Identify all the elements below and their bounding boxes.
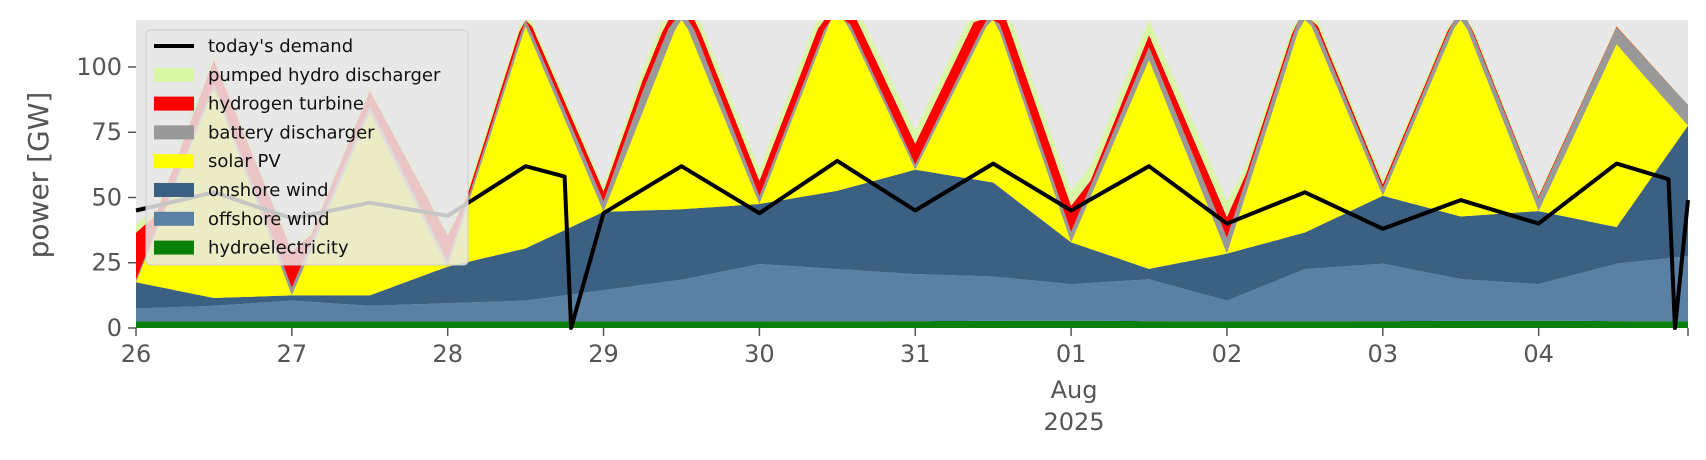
month-label: Aug <box>1051 376 1098 404</box>
legend-swatch <box>154 240 194 255</box>
legend: today's demand pumped hydro discharger hyd… <box>145 29 469 266</box>
x-tick-label: 29 <box>588 340 619 368</box>
y-tick-label: 75 <box>91 118 122 146</box>
legend-swatch <box>154 96 194 111</box>
y-tick-label: 50 <box>91 183 122 211</box>
area-offshore-wind <box>136 256 1688 322</box>
x-tick-label: 26 <box>121 340 152 368</box>
x-tick-label: 01 <box>1056 340 1087 368</box>
area-hydroelectricity <box>136 320 1688 328</box>
area-battery-discharger <box>136 20 1688 296</box>
year-label: 2025 <box>1043 408 1104 436</box>
area-onshore-wind <box>136 125 1688 309</box>
legend-label: onshore wind <box>208 180 329 201</box>
y-tick-label: 0 <box>107 314 122 342</box>
x-tick-label: 03 <box>1368 340 1399 368</box>
legend-label: today's demand <box>208 36 353 57</box>
legend-label: battery discharger <box>208 122 375 143</box>
legend-swatch <box>154 211 194 226</box>
legend-label: pumped hydro discharger <box>208 65 441 86</box>
area-hydrogen-turbine <box>136 20 1688 288</box>
legend-box <box>145 29 469 266</box>
x-tick-label: 04 <box>1523 340 1554 368</box>
x-tick-label: 02 <box>1212 340 1243 368</box>
area-pumped-hydro-discharger <box>136 20 1688 251</box>
legend-swatch <box>154 183 194 197</box>
y-axis-label: power [GW] <box>22 92 55 259</box>
legend-swatch <box>154 125 194 140</box>
x-tick-label: 30 <box>744 340 775 368</box>
legend-label: hydrogen turbine <box>208 94 364 115</box>
legend-label: offshore wind <box>208 209 330 230</box>
x-tick-label: 27 <box>277 340 308 368</box>
y-tick-label: 25 <box>91 249 122 277</box>
legend-label: solar PV <box>208 151 281 172</box>
x-tick-label: 28 <box>432 340 463 368</box>
legend-swatch <box>154 154 194 169</box>
area-solar-pv <box>136 20 1688 298</box>
legend-label: hydroelectricity <box>208 238 349 259</box>
legend-swatch <box>154 67 194 82</box>
x-tick-label: 31 <box>900 340 931 368</box>
y-tick-label: 100 <box>76 53 122 81</box>
